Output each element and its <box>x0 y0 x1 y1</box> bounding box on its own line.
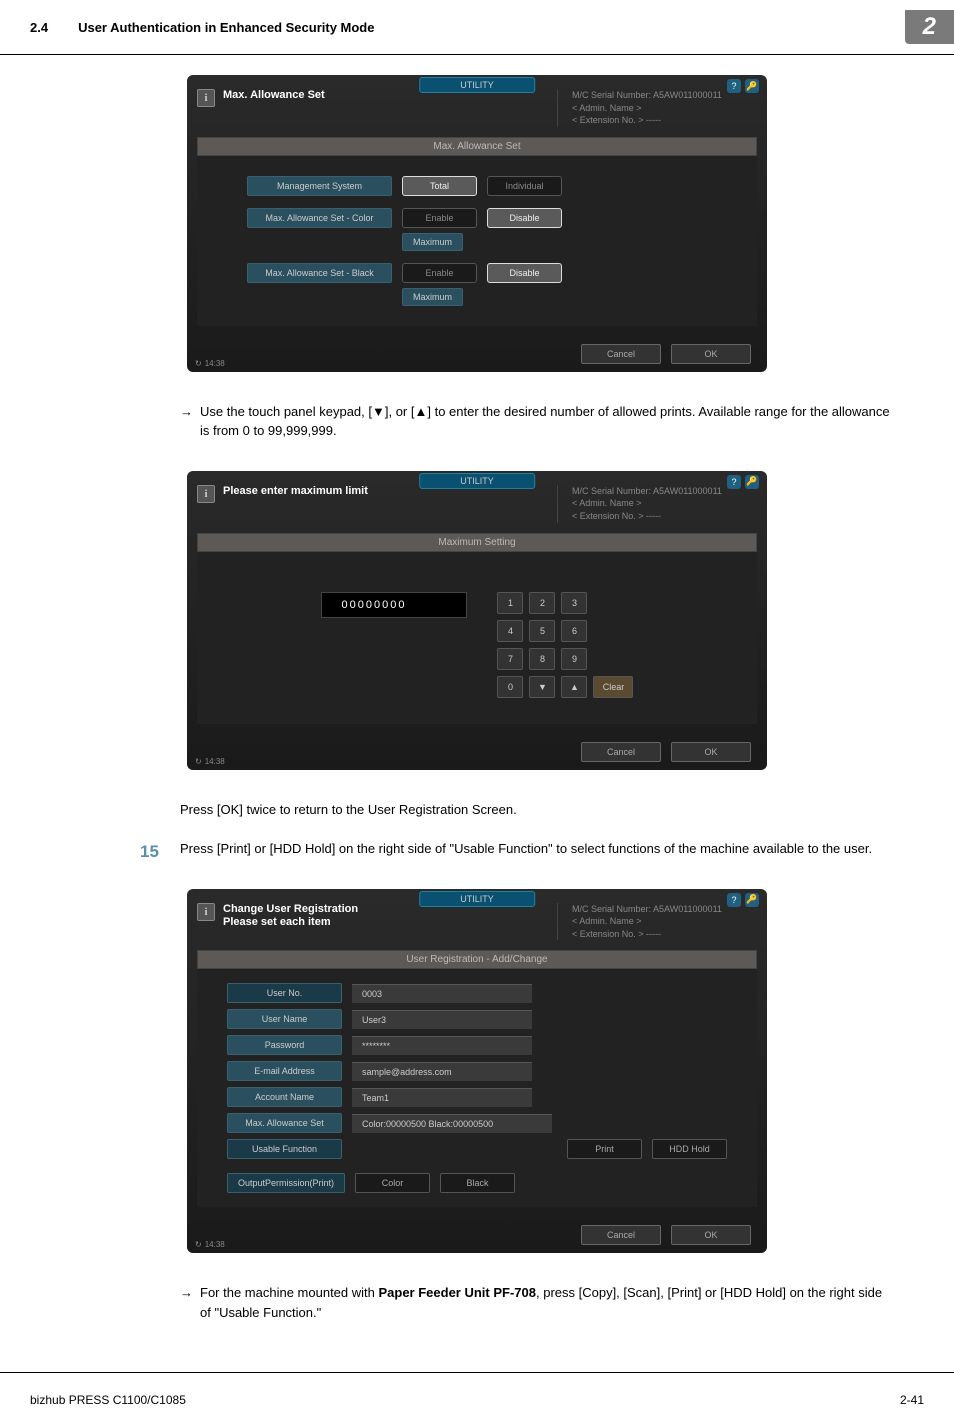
password-value: ******** <box>352 1036 532 1055</box>
key-down[interactable]: ▼ <box>529 676 555 698</box>
screenshot-maximum-limit: UTILITY ? 🔑 i Please enter maximum limit… <box>187 471 767 770</box>
screen-title: Max. Allowance Set <box>215 89 557 127</box>
key-up[interactable]: ▲ <box>561 676 587 698</box>
management-system-row: Management System Total Individual <box>247 176 707 196</box>
clock: 14:38 <box>195 757 225 766</box>
machine-meta: M/C Serial Number: A5AW011000011 < Admin… <box>557 89 757 127</box>
step-text: Press [Print] or [HDD Hold] on the right… <box>180 841 872 856</box>
allowance-black-row: Max. Allowance Set - Black Enable Disabl… <box>247 263 707 283</box>
screenshot-user-registration: UTILITY ? 🔑 i Change User Registration P… <box>187 889 767 1254</box>
value-display: 00000000 <box>321 592 468 618</box>
instruction-text-2: Press [OK] twice to return to the User R… <box>0 790 954 830</box>
clear-button[interactable]: Clear <box>593 676 633 698</box>
ok-button[interactable]: OK <box>671 1225 751 1245</box>
key-7[interactable]: 7 <box>497 648 523 670</box>
cancel-button[interactable]: Cancel <box>581 344 661 364</box>
key-icon[interactable]: 🔑 <box>745 893 759 907</box>
key-4[interactable]: 4 <box>497 620 523 642</box>
info-icon: i <box>197 485 215 503</box>
management-system-label: Management System <box>247 176 392 196</box>
screenshot-max-allowance: UTILITY ? 🔑 i Max. Allowance Set M/C Ser… <box>187 75 767 372</box>
utility-tab: UTILITY <box>419 473 535 489</box>
footer-model: bizhub PRESS C1100/C1085 <box>30 1393 186 1407</box>
screen-title: Please enter maximum limit <box>215 485 557 523</box>
section-title: User Authentication in Enhanced Security… <box>78 20 374 35</box>
allowance-color-label: Max. Allowance Set - Color <box>247 208 392 228</box>
color-button[interactable]: Color <box>355 1173 430 1193</box>
enable-black-button[interactable]: Enable <box>402 263 477 283</box>
key-0[interactable]: 0 <box>497 676 523 698</box>
step-15: 15 Press [Print] or [HDD Hold] on the ri… <box>0 829 954 869</box>
panel-title: User Registration - Add/Change <box>197 950 757 969</box>
password-button[interactable]: Password <box>227 1035 342 1055</box>
key-icon[interactable]: 🔑 <box>745 79 759 93</box>
key-9[interactable]: 9 <box>561 648 587 670</box>
info-icon: i <box>197 89 215 107</box>
chapter-badge: 2 <box>905 10 954 44</box>
panel-title: Max. Allowance Set <box>197 137 757 156</box>
keypad: 1 2 3 4 5 6 7 8 9 0 ▼ ▲ Cl <box>497 592 633 704</box>
help-icon[interactable]: ? <box>727 893 741 907</box>
user-name-value: User3 <box>352 1010 532 1029</box>
enable-color-button[interactable]: Enable <box>402 208 477 228</box>
print-button[interactable]: Print <box>567 1139 642 1159</box>
email-button[interactable]: E-mail Address <box>227 1061 342 1081</box>
step-number: 15 <box>140 839 159 865</box>
account-name-button[interactable]: Account Name <box>227 1087 342 1107</box>
clock: 14:38 <box>195 1240 225 1249</box>
disable-black-button[interactable]: Disable <box>487 263 562 283</box>
individual-button[interactable]: Individual <box>487 176 562 196</box>
key-3[interactable]: 3 <box>561 592 587 614</box>
maximum-black-button[interactable]: Maximum <box>402 288 463 306</box>
machine-meta: M/C Serial Number: A5AW011000011 < Admin… <box>557 485 757 523</box>
allowance-color-row: Max. Allowance Set - Color Enable Disabl… <box>247 208 707 228</box>
user-no-label: User No. <box>227 983 342 1003</box>
utility-tab: UTILITY <box>419 77 535 93</box>
footer-page: 2-41 <box>900 1393 924 1407</box>
ok-button[interactable]: OK <box>671 742 751 762</box>
help-icon[interactable]: ? <box>727 475 741 489</box>
cancel-button[interactable]: Cancel <box>581 1225 661 1245</box>
key-1[interactable]: 1 <box>497 592 523 614</box>
clock: 14:38 <box>195 359 225 368</box>
help-icon[interactable]: ? <box>727 79 741 93</box>
panel-title: Maximum Setting <box>197 533 757 552</box>
email-value: sample@address.com <box>352 1062 532 1081</box>
black-button[interactable]: Black <box>440 1173 515 1193</box>
key-6[interactable]: 6 <box>561 620 587 642</box>
max-allowance-button[interactable]: Max. Allowance Set <box>227 1113 342 1133</box>
info-icon: i <box>197 903 215 921</box>
user-no-value: 0003 <box>352 984 532 1003</box>
instruction-text-1: Use the touch panel keypad, [▼], or [▲] … <box>0 392 954 451</box>
user-name-button[interactable]: User Name <box>227 1009 342 1029</box>
section-number: 2.4 <box>0 20 78 35</box>
disable-color-button[interactable]: Disable <box>487 208 562 228</box>
machine-meta: M/C Serial Number: A5AW011000011 < Admin… <box>557 903 757 941</box>
maximum-color-button[interactable]: Maximum <box>402 233 463 251</box>
account-name-value: Team1 <box>352 1088 532 1107</box>
screen-title: Change User Registration Please set each… <box>215 903 557 941</box>
cancel-button[interactable]: Cancel <box>581 742 661 762</box>
key-5[interactable]: 5 <box>529 620 555 642</box>
max-allowance-value: Color:00000500 Black:00000500 <box>352 1114 552 1133</box>
hdd-hold-button[interactable]: HDD Hold <box>652 1139 727 1159</box>
key-icon[interactable]: 🔑 <box>745 475 759 489</box>
output-permission-label: OutputPermission(Print) <box>227 1173 345 1193</box>
ok-button[interactable]: OK <box>671 344 751 364</box>
instruction-text-3: For the machine mounted with Paper Feede… <box>0 1273 954 1332</box>
total-button[interactable]: Total <box>402 176 477 196</box>
key-2[interactable]: 2 <box>529 592 555 614</box>
key-8[interactable]: 8 <box>529 648 555 670</box>
usable-function-label: Usable Function <box>227 1139 342 1159</box>
allowance-black-label: Max. Allowance Set - Black <box>247 263 392 283</box>
utility-tab: UTILITY <box>419 891 535 907</box>
